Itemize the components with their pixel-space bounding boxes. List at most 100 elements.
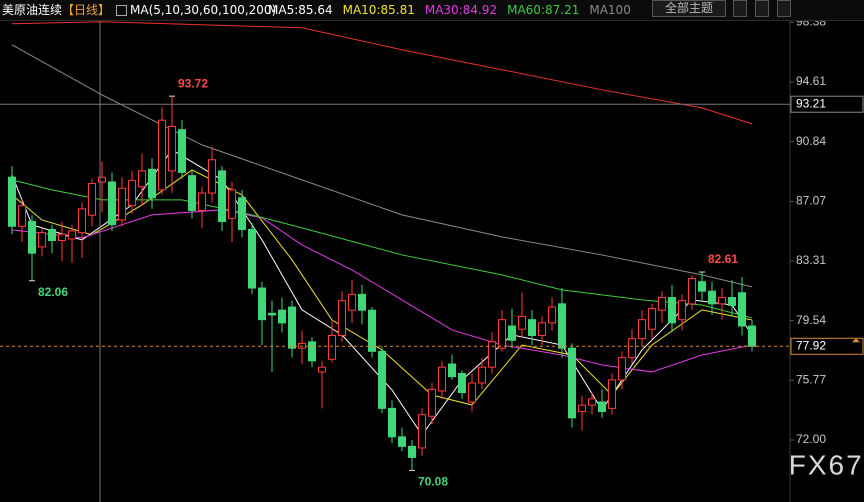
candle-body bbox=[748, 325, 756, 347]
candle-body bbox=[628, 338, 636, 359]
y-tick-label: 94.61 bbox=[796, 74, 826, 88]
indicator: MA(5,10,30,60,100,200) bbox=[130, 3, 277, 17]
candle-body bbox=[418, 414, 426, 449]
legend-name: MA10 bbox=[342, 3, 377, 17]
candle-body bbox=[58, 233, 66, 242]
candle-body bbox=[108, 181, 116, 226]
icon[interactable] bbox=[116, 5, 127, 16]
y-tick-label: 72.00 bbox=[796, 432, 826, 446]
title: 美原油连续 bbox=[2, 3, 63, 17]
y-tick-label: 79.54 bbox=[796, 313, 826, 327]
candle-body bbox=[238, 197, 246, 230]
last-price-marker bbox=[852, 338, 860, 343]
last-price-label: 77.92 bbox=[796, 338, 826, 352]
candle-body bbox=[28, 221, 36, 254]
candle-body bbox=[398, 436, 406, 447]
candle-body bbox=[548, 306, 556, 324]
candle-body bbox=[168, 126, 176, 172]
candle-body bbox=[128, 179, 136, 207]
y-tick-label: 87.07 bbox=[796, 194, 826, 208]
candle-body bbox=[178, 129, 186, 173]
candle-body bbox=[98, 176, 106, 183]
legend-item: MA1085.81 bbox=[343, 0, 415, 20]
candle-body bbox=[198, 192, 206, 211]
legend-item: MA60 87.21 bbox=[507, 0, 579, 20]
candle-body bbox=[598, 401, 606, 413]
candle-body bbox=[708, 290, 716, 305]
candle-body bbox=[148, 168, 156, 199]
candle-body bbox=[278, 309, 286, 324]
candle-body bbox=[368, 309, 376, 352]
candle-body bbox=[588, 398, 596, 406]
extreme-label: 82.61 bbox=[708, 252, 738, 266]
candle-body bbox=[68, 230, 76, 240]
candle-body bbox=[728, 297, 736, 306]
watermark: FX678 bbox=[789, 449, 864, 480]
legend-value: 87.21 bbox=[545, 3, 580, 17]
candle-body bbox=[468, 382, 476, 403]
legend-name: MA5 bbox=[268, 3, 295, 17]
candle-body bbox=[698, 281, 706, 292]
candle-body bbox=[488, 341, 496, 368]
theme-button[interactable]: 全部主题 bbox=[652, 0, 726, 17]
candle-body bbox=[288, 306, 296, 349]
legend-item: MA100 bbox=[589, 0, 630, 20]
candle-body bbox=[428, 388, 436, 417]
candle-body bbox=[218, 170, 226, 223]
ma-line bbox=[11, 44, 753, 288]
candle-body bbox=[508, 325, 516, 341]
candle-body bbox=[388, 407, 396, 438]
candle-body bbox=[208, 159, 216, 194]
candle-body bbox=[458, 373, 466, 394]
legend-item: MA585.64 bbox=[268, 0, 333, 20]
candle-body bbox=[378, 350, 386, 409]
candle-body bbox=[528, 319, 536, 337]
candle-body bbox=[568, 347, 576, 419]
y-tick-label: 75.77 bbox=[796, 372, 826, 386]
candle-body bbox=[738, 292, 746, 327]
extreme-label: 70.08 bbox=[418, 475, 448, 489]
candle-body bbox=[658, 297, 666, 311]
candle-body bbox=[688, 278, 696, 305]
candle-body bbox=[158, 119, 166, 191]
candle-body bbox=[618, 357, 626, 381]
extreme-label: 93.72 bbox=[178, 76, 208, 90]
candle-body bbox=[648, 308, 656, 330]
candle-body bbox=[188, 175, 196, 211]
candle-body bbox=[638, 319, 646, 340]
legend-name: MA30 bbox=[424, 3, 459, 17]
candle-body bbox=[498, 319, 506, 349]
candle-body bbox=[318, 366, 326, 373]
icon-button[interactable] bbox=[733, 0, 747, 17]
legend-value: 85.81 bbox=[380, 3, 415, 17]
candle-body bbox=[558, 303, 566, 349]
header: 美原油连续 【日线】 MA(5,10,30,60,100,200) MA585.… bbox=[0, 0, 864, 21]
candle-body bbox=[328, 335, 336, 360]
candle-body bbox=[338, 300, 346, 337]
candle-body bbox=[668, 297, 676, 324]
candle-body bbox=[478, 366, 486, 384]
candle-body bbox=[48, 228, 56, 242]
candle-body bbox=[248, 228, 256, 289]
icon-button[interactable] bbox=[755, 0, 769, 17]
legend-value: 84.92 bbox=[462, 3, 498, 17]
candle-body bbox=[258, 287, 266, 321]
candle-body bbox=[538, 322, 546, 337]
candle-body bbox=[228, 189, 236, 219]
ma-line bbox=[11, 209, 753, 373]
candle-body bbox=[308, 341, 316, 362]
candle-body bbox=[678, 300, 686, 321]
legend-name: MA60 bbox=[507, 3, 541, 17]
candle-body bbox=[718, 297, 726, 305]
y-tick-label: 83.31 bbox=[796, 253, 826, 267]
candle-body bbox=[138, 170, 146, 188]
icon-button[interactable] bbox=[777, 0, 791, 17]
crosshair-label-box bbox=[790, 95, 864, 113]
candle-body bbox=[578, 404, 586, 413]
candle-body bbox=[448, 363, 456, 378]
candle-body bbox=[268, 312, 276, 316]
y-tick-label: 90.84 bbox=[796, 134, 826, 148]
legend-value: 85.64 bbox=[298, 3, 333, 17]
candle-body bbox=[348, 293, 356, 311]
